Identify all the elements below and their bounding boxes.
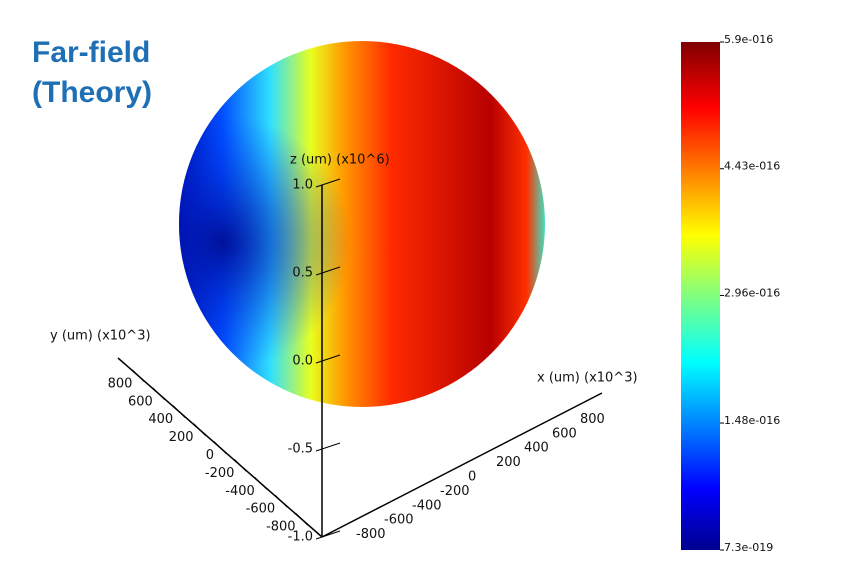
x-tick-label: 400	[524, 441, 549, 456]
colorbar-tick-label: 7.3e-019	[724, 541, 773, 554]
y-tick-label: 200	[169, 430, 194, 445]
z-tick-label: 0.0	[292, 354, 313, 369]
y-tick-label: 400	[148, 412, 173, 427]
y-axis-label: y (um) (x10^3)	[50, 329, 151, 344]
x-tick-label: -200	[440, 484, 470, 499]
colorbar-tick-label: 1.48e-016	[724, 414, 780, 427]
colorbar-tick-label: 5.9e-016	[724, 33, 773, 46]
y-tick	[254, 476, 268, 490]
z-tick-label: 0.5	[292, 266, 313, 281]
x-tick-label: -600	[384, 513, 414, 528]
y-tick	[132, 369, 145, 383]
x-tick-label: 800	[580, 412, 605, 427]
y-tick	[193, 423, 206, 436]
x-tick-label: 600	[552, 426, 577, 441]
z-tick	[315, 530, 341, 540]
sphere-shade	[179, 41, 545, 407]
x-tick-label: -400	[412, 498, 442, 513]
y-tick	[234, 459, 247, 472]
y-tick-label: 800	[108, 376, 133, 391]
z-tick	[315, 266, 341, 276]
x-axis	[321, 392, 603, 538]
colorbar-tick-label: 2.96e-016	[724, 286, 780, 299]
z-axis-label: z (um) (x10^6)	[290, 153, 390, 168]
y-tick-label: -800	[266, 520, 296, 535]
y-tick	[295, 512, 308, 526]
y-tick	[172, 405, 186, 419]
colorbar	[681, 42, 720, 550]
z-tick	[315, 442, 341, 452]
z-tick	[315, 178, 341, 188]
y-tick-label: 600	[128, 394, 153, 409]
z-tick-label: -1.0	[288, 530, 313, 545]
title: (Theory)	[32, 76, 152, 109]
y-tick-label: -600	[246, 502, 276, 517]
x-tick-label: 200	[496, 455, 521, 470]
y-tick	[213, 441, 227, 454]
x-tick-label: 0	[468, 470, 476, 485]
y-tick-label: -400	[225, 484, 255, 499]
z-tick	[315, 354, 341, 364]
colorbar-tick-label: 4.43e-016	[724, 160, 780, 173]
y-tick	[274, 494, 288, 508]
x-tick-label: -800	[356, 527, 386, 542]
title: Far-field	[32, 36, 150, 69]
y-tick-label: -200	[205, 466, 235, 481]
y-tick-label: 0	[206, 448, 214, 463]
x-axis-label: x (um) (x10^3)	[537, 371, 638, 386]
y-tick	[152, 387, 166, 401]
z-tick-label: 1.0	[292, 178, 313, 193]
z-tick-label: -0.5	[288, 442, 313, 457]
